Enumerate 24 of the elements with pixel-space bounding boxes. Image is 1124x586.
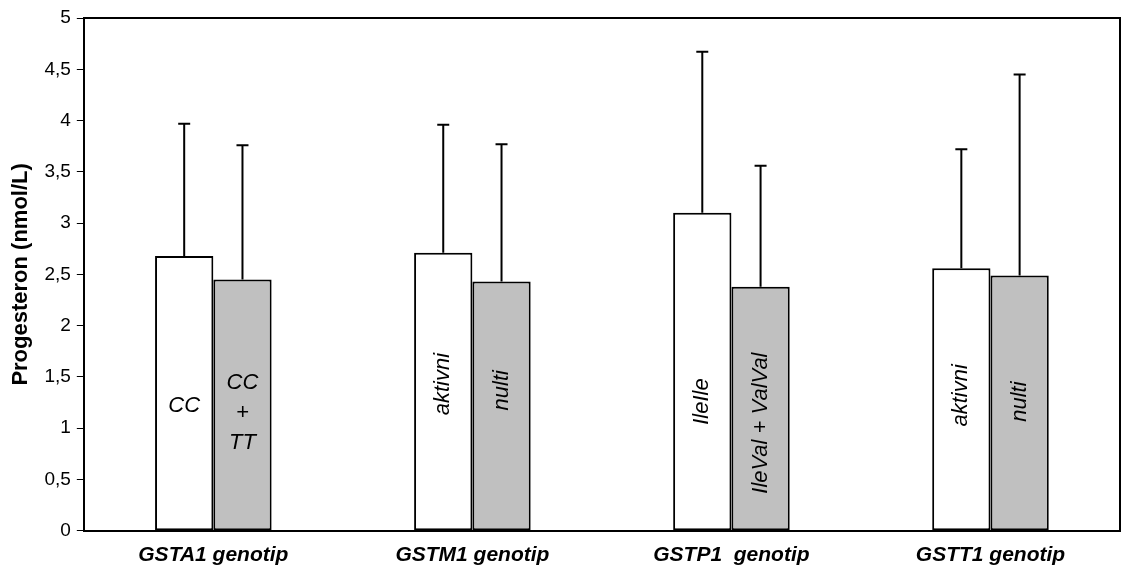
annotation: IleVal + ValVal [746,351,772,494]
annotation: aktivni [429,351,455,416]
y-tick-label: 0,5 [44,467,71,489]
annotation: nulti [487,369,513,411]
y-tick-label: 3 [60,211,71,233]
y-tick-label: 3,5 [44,160,71,182]
y-axis-title: Progesteron (nmol/L) [7,163,33,386]
y-tick-label: 0 [60,519,71,541]
x-tick-label: GSTA1 genotip [138,542,289,566]
y-tick-label: 5 [60,6,71,28]
y-tick-label: 1,5 [44,365,71,387]
annotation: aktivni [947,363,973,427]
annotation: CC [168,391,201,417]
y-tick-label: 4 [60,108,72,130]
x-tick-label: GSTP1 genotip [653,542,810,566]
annotation: CC + TT [226,368,259,454]
x-tick-label: GSTM1 genotip [395,542,550,566]
annotation: IleIle [688,378,714,425]
annotation: nulti [1005,380,1031,422]
y-tick-label: 4,5 [44,57,71,79]
y-tick-label: 2,5 [44,262,71,284]
x-tick-label: GSTT1 genotip [915,542,1066,566]
y-tick-label: 1 [60,416,71,438]
y-tick-label: 2 [60,313,71,335]
